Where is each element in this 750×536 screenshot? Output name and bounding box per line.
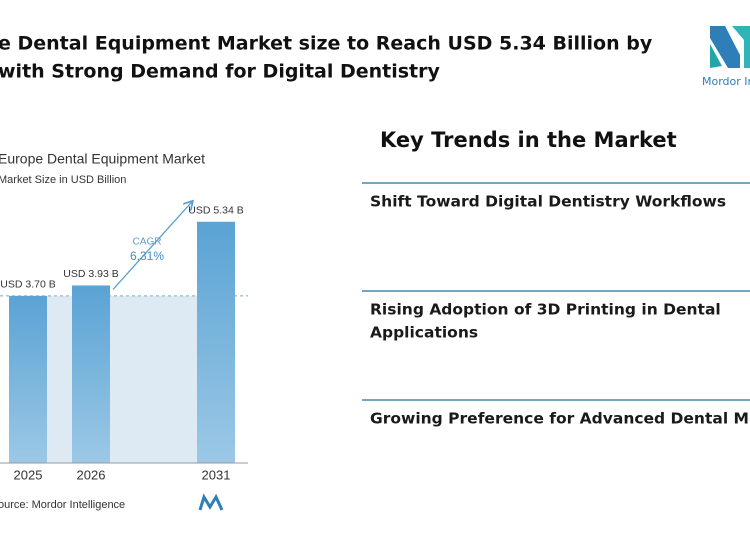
x-tick-label: 2026	[77, 467, 106, 482]
cagr-label: CAGR	[133, 237, 162, 248]
trend-item: Rising Adoption of 3D Printing in Dental	[370, 301, 721, 319]
value-label: USD 5.34 B	[188, 205, 243, 217]
value-label: USD 3.70 B	[0, 279, 55, 291]
x-tick-label: 2031	[202, 467, 231, 482]
title-line: e Dental Equipment Market size to Reach …	[0, 33, 653, 55]
chart-subtitle: Market Size in USD Billion	[0, 174, 126, 186]
trend-item: Shift Toward Digital Dentistry Workflows	[370, 193, 726, 211]
x-tick-label: 2025	[14, 467, 43, 482]
small-logo	[198, 493, 224, 511]
trend-item: Growing Preference for Advanced Dental M	[370, 410, 749, 428]
cagr-value: 6.31%	[130, 249, 164, 263]
bar	[72, 285, 110, 463]
logo-text: Mordor In	[702, 75, 750, 88]
bar	[9, 295, 47, 463]
value-label: USD 3.93 B	[63, 268, 118, 280]
source: ource: Mordor Intelligence	[0, 499, 125, 511]
bar	[197, 221, 235, 463]
trends-heading: Key Trends in the Market	[380, 128, 677, 152]
logo: Mordor In	[702, 26, 750, 88]
title-line: with Strong Demand for Digital Dentistry	[0, 61, 441, 83]
chart-title: Europe Dental Equipment Market	[0, 151, 205, 167]
cagr-arrow	[112, 202, 192, 290]
trend-item: Applications	[370, 324, 478, 342]
reference-band	[47, 295, 197, 463]
